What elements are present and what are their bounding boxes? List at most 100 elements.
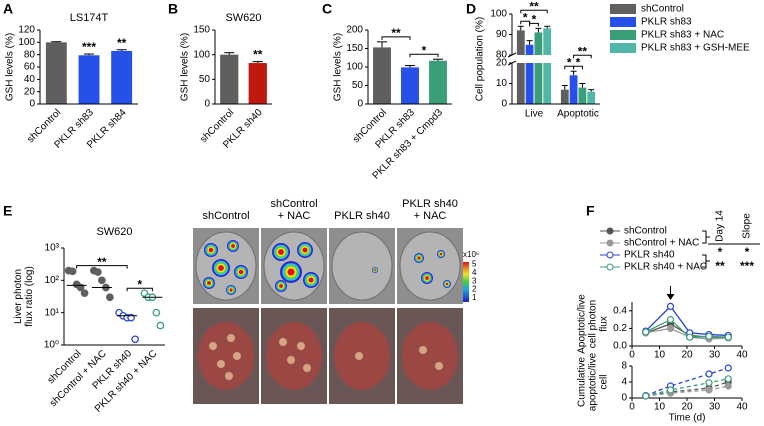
- significance-label: **: [529, 0, 539, 13]
- data-point: [724, 364, 732, 372]
- colorbar-tick-label: 4: [472, 268, 477, 277]
- signal-blob: [287, 268, 295, 276]
- significance-label: *: [523, 10, 528, 24]
- mouse-outline: [331, 231, 393, 301]
- tumor-nodule: [419, 346, 427, 354]
- table-bracket: [702, 230, 710, 268]
- signal-blob: [279, 284, 283, 288]
- y-axis-label: GSH levels (%): [333, 33, 344, 101]
- signal-blob: [238, 269, 244, 275]
- significance-label: *: [567, 55, 572, 69]
- y-tick-label: 4: [621, 377, 627, 388]
- x-axis-label: Time (d): [669, 413, 706, 424]
- x-tick-label: 30: [709, 402, 721, 413]
- y-axis-label: Cumulative: [577, 357, 588, 407]
- series-line: [645, 381, 729, 397]
- y-tick-label: 200: [346, 25, 363, 36]
- significance-label: *: [137, 277, 142, 291]
- tumor-nodule: [297, 342, 305, 350]
- significance-label: *: [532, 13, 537, 27]
- x-tick-label: 0: [629, 402, 635, 413]
- data-point: [705, 370, 713, 378]
- legend-swatch: [610, 30, 636, 40]
- data-point: [724, 375, 732, 383]
- series-line: [645, 385, 729, 397]
- signal-blob: [417, 256, 421, 260]
- significance-label: *: [576, 55, 581, 69]
- table-cell: **: [715, 259, 725, 273]
- colorbar-label: x10⁶: [463, 250, 479, 259]
- y-tick-label: 10¹: [45, 307, 60, 318]
- significance-bracket: [409, 53, 439, 58]
- y-tick-label: 100: [18, 37, 35, 48]
- bar: [543, 28, 552, 105]
- y-tick-label: 0.4: [613, 305, 627, 316]
- significance-bracket: [573, 54, 592, 59]
- y-axis-label: GSH levels (%): [5, 33, 16, 101]
- table-cell: ***: [740, 259, 754, 273]
- y-axis-label: apoptotic/live: [588, 352, 599, 411]
- significance-bracket: [126, 287, 153, 292]
- table-cell: *: [718, 245, 723, 259]
- y-axis-label: Liver photon: [13, 269, 24, 324]
- liver: [266, 322, 322, 390]
- y-tick-label: 100: [346, 62, 363, 73]
- signal-blob: [302, 247, 308, 253]
- colorbar-tick-label: 3: [472, 276, 477, 285]
- y-tick-label: 8: [621, 361, 627, 372]
- y-axis-label: flux ratio (log): [24, 266, 35, 327]
- legend-label: PKLR sh83 + GSH-MEE: [641, 43, 750, 54]
- y-tick-label: 10: [496, 78, 508, 89]
- bar: [429, 60, 447, 104]
- significance-bracket: [381, 36, 411, 40]
- tumor-nodule: [287, 356, 295, 364]
- legend-marker: [606, 263, 614, 271]
- signal-blob: [374, 269, 376, 271]
- legend-label: shControl: [641, 4, 684, 15]
- data-point: [80, 289, 89, 298]
- bar: [248, 63, 267, 104]
- bar: [587, 91, 596, 104]
- data-point: [705, 386, 713, 394]
- x-tick-label: 20: [681, 350, 693, 361]
- signal-blob: [425, 276, 429, 280]
- y-axis-label: cell photon: [588, 300, 599, 348]
- tumor-nodule: [435, 362, 443, 370]
- y-tick-label: 100: [193, 49, 210, 60]
- tumor-nodule: [225, 372, 233, 380]
- liver: [402, 322, 458, 390]
- legend-marker: [606, 239, 614, 247]
- significance-label: **: [578, 44, 588, 58]
- column-header: + NAC: [278, 210, 311, 222]
- x-tick-label: Apoptotic: [557, 109, 599, 120]
- legend-label: PKLR sh83: [641, 17, 692, 28]
- column-header: + NAC: [414, 210, 447, 222]
- legend-marker: [606, 251, 614, 259]
- x-tick-label: 30: [709, 350, 721, 361]
- significance-label: **: [97, 255, 107, 269]
- column-header: PKLR sh40: [334, 210, 390, 222]
- signal-blob: [231, 244, 235, 248]
- data-point: [152, 308, 161, 317]
- panel-label: F: [586, 203, 595, 219]
- data-point: [94, 268, 102, 276]
- y-tick-label: 0: [204, 99, 210, 110]
- chart-title: SW620: [96, 226, 132, 238]
- y-tick-label: 150: [346, 43, 363, 54]
- significance-label: **: [117, 36, 127, 50]
- y-tick-label: 0.2: [613, 323, 627, 334]
- x-tick-label: 0: [629, 350, 635, 361]
- signal-blob: [445, 282, 449, 286]
- significance-bracket: [573, 65, 583, 70]
- mouse-outline: [399, 231, 461, 301]
- data-point: [666, 302, 675, 310]
- colorbar-tick-label: 1: [472, 293, 477, 302]
- signal-blob: [308, 277, 314, 283]
- x-tick-label: Live: [525, 109, 544, 120]
- bar: [373, 47, 391, 104]
- bar: [569, 75, 578, 104]
- bar: [578, 87, 587, 104]
- y-tick-label: 0: [621, 393, 627, 404]
- x-tick-label: 10: [654, 402, 666, 413]
- column-header: shControl: [270, 198, 317, 210]
